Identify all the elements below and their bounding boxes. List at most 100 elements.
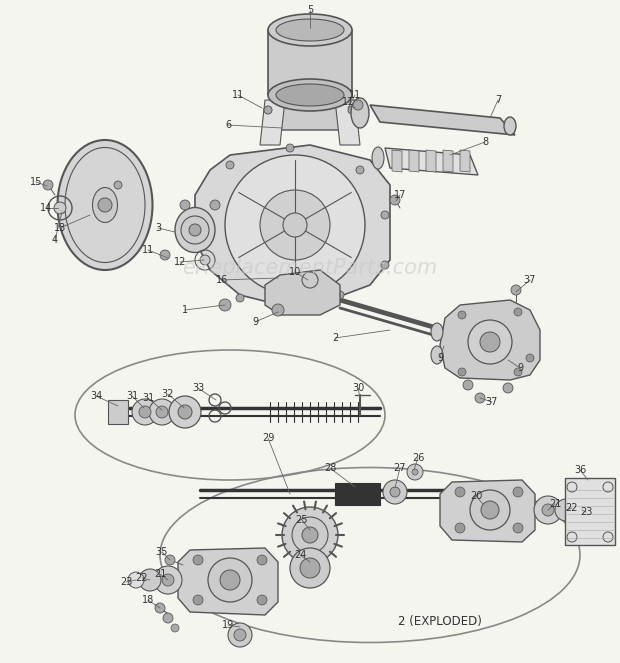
Circle shape bbox=[463, 380, 473, 390]
Circle shape bbox=[234, 629, 246, 641]
Circle shape bbox=[149, 399, 175, 425]
Text: 11: 11 bbox=[142, 245, 154, 255]
Polygon shape bbox=[265, 270, 340, 315]
Text: 30: 30 bbox=[352, 383, 364, 393]
Text: 9: 9 bbox=[517, 363, 523, 373]
Text: 21: 21 bbox=[549, 499, 561, 509]
Circle shape bbox=[155, 603, 165, 613]
Circle shape bbox=[458, 311, 466, 319]
Circle shape bbox=[390, 195, 400, 205]
Circle shape bbox=[181, 216, 209, 244]
Circle shape bbox=[383, 480, 407, 504]
Circle shape bbox=[290, 548, 330, 588]
Polygon shape bbox=[370, 105, 515, 135]
Ellipse shape bbox=[431, 323, 443, 341]
Polygon shape bbox=[440, 300, 540, 380]
Text: 2 (EXPLODED): 2 (EXPLODED) bbox=[398, 615, 482, 629]
Circle shape bbox=[257, 595, 267, 605]
Polygon shape bbox=[460, 150, 470, 172]
Text: 15: 15 bbox=[30, 177, 42, 187]
Ellipse shape bbox=[276, 19, 344, 41]
Circle shape bbox=[193, 595, 203, 605]
Circle shape bbox=[156, 406, 168, 418]
Circle shape bbox=[225, 155, 365, 295]
Ellipse shape bbox=[268, 79, 352, 111]
Text: 9: 9 bbox=[252, 317, 258, 327]
Circle shape bbox=[480, 332, 500, 352]
Circle shape bbox=[381, 261, 389, 269]
Polygon shape bbox=[426, 150, 436, 172]
Circle shape bbox=[302, 272, 318, 288]
Polygon shape bbox=[335, 483, 380, 505]
Circle shape bbox=[542, 504, 554, 516]
Circle shape bbox=[128, 572, 144, 588]
Circle shape bbox=[139, 569, 161, 591]
Circle shape bbox=[407, 464, 423, 480]
Polygon shape bbox=[392, 150, 402, 172]
Text: 11: 11 bbox=[342, 97, 354, 107]
Circle shape bbox=[534, 496, 562, 524]
Text: 4: 4 bbox=[52, 235, 58, 245]
Circle shape bbox=[208, 558, 252, 602]
Ellipse shape bbox=[276, 84, 344, 106]
Text: 21: 21 bbox=[154, 569, 166, 579]
Text: 28: 28 bbox=[324, 463, 336, 473]
Text: 20: 20 bbox=[470, 491, 482, 501]
Circle shape bbox=[220, 570, 240, 590]
Circle shape bbox=[302, 527, 318, 543]
Circle shape bbox=[210, 200, 220, 210]
Text: 22: 22 bbox=[565, 503, 578, 513]
Text: 32: 32 bbox=[162, 389, 174, 399]
Circle shape bbox=[193, 555, 203, 565]
Polygon shape bbox=[335, 100, 360, 145]
Polygon shape bbox=[178, 548, 278, 615]
Circle shape bbox=[412, 469, 418, 475]
Circle shape bbox=[353, 100, 363, 110]
Circle shape bbox=[219, 299, 231, 311]
Ellipse shape bbox=[372, 147, 384, 169]
Circle shape bbox=[189, 224, 201, 236]
Circle shape bbox=[54, 202, 66, 214]
Ellipse shape bbox=[351, 98, 369, 128]
Text: 23: 23 bbox=[580, 507, 592, 517]
Text: 11: 11 bbox=[349, 90, 361, 100]
Polygon shape bbox=[260, 100, 285, 145]
Circle shape bbox=[513, 487, 523, 497]
Polygon shape bbox=[443, 150, 453, 172]
Circle shape bbox=[257, 555, 267, 565]
Polygon shape bbox=[565, 478, 615, 545]
Circle shape bbox=[272, 304, 284, 316]
Text: 16: 16 bbox=[216, 275, 228, 285]
Circle shape bbox=[455, 487, 465, 497]
Circle shape bbox=[228, 623, 252, 647]
Circle shape bbox=[180, 200, 190, 210]
Text: 24: 24 bbox=[294, 550, 306, 560]
Circle shape bbox=[98, 198, 112, 212]
Text: 34: 34 bbox=[90, 391, 102, 401]
Polygon shape bbox=[270, 95, 350, 130]
Circle shape bbox=[226, 161, 234, 169]
Text: 2: 2 bbox=[332, 333, 338, 343]
Circle shape bbox=[260, 190, 330, 260]
Circle shape bbox=[468, 320, 512, 364]
Circle shape bbox=[336, 291, 344, 299]
Ellipse shape bbox=[175, 208, 215, 253]
Circle shape bbox=[526, 354, 534, 362]
Ellipse shape bbox=[268, 14, 352, 46]
Circle shape bbox=[475, 393, 485, 403]
Text: 6: 6 bbox=[225, 120, 231, 130]
Circle shape bbox=[43, 180, 53, 190]
Circle shape bbox=[481, 501, 499, 519]
Text: 14: 14 bbox=[40, 203, 52, 213]
Circle shape bbox=[356, 166, 364, 174]
Ellipse shape bbox=[504, 117, 516, 135]
Text: 3: 3 bbox=[155, 223, 161, 233]
Text: 37: 37 bbox=[524, 275, 536, 285]
Circle shape bbox=[381, 211, 389, 219]
Circle shape bbox=[178, 405, 192, 419]
Text: 8: 8 bbox=[482, 137, 488, 147]
Circle shape bbox=[171, 624, 179, 632]
Circle shape bbox=[514, 308, 522, 316]
Ellipse shape bbox=[58, 140, 153, 270]
Text: 17: 17 bbox=[394, 190, 406, 200]
